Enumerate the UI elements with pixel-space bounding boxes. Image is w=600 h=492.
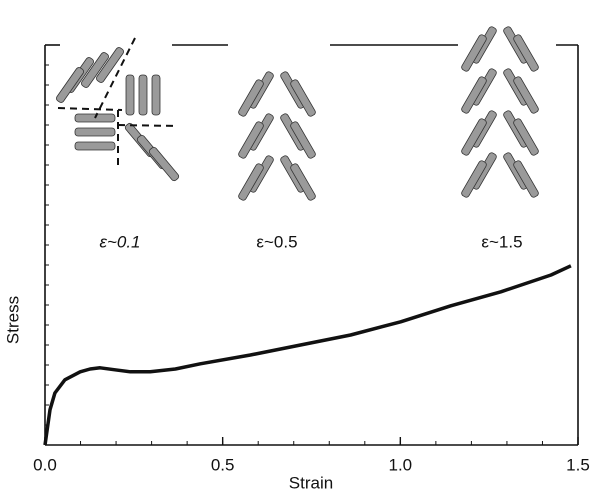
rod (151, 74, 161, 116)
rod (513, 76, 539, 114)
divider (117, 124, 179, 127)
rod (290, 163, 316, 201)
x-tick-label: 1.0 (389, 455, 413, 474)
x-axis-label: Strain (289, 473, 333, 492)
divider (57, 107, 123, 111)
rod (461, 34, 487, 72)
annotation: ε~0.5 (256, 232, 297, 251)
rod (125, 74, 135, 116)
y-minor-ticks (45, 64, 543, 445)
rod (238, 79, 264, 117)
rod (513, 118, 539, 156)
illustrations (56, 26, 539, 201)
rod (461, 118, 487, 156)
domain-dividers (57, 37, 179, 168)
rod (81, 52, 109, 88)
rod (148, 146, 180, 182)
rod (513, 160, 539, 198)
annotation: ε~0.1 (99, 232, 140, 251)
rod (238, 163, 264, 201)
rod (138, 74, 148, 116)
rod (290, 79, 316, 117)
x-tick-label: 1.5 (566, 455, 590, 474)
rod (74, 127, 116, 137)
annotation: ε~1.5 (481, 232, 522, 251)
rod (74, 141, 116, 151)
rod (461, 76, 487, 114)
rod (290, 121, 316, 159)
x-tick-label: 0.0 (33, 455, 57, 474)
x-tick-label: 0.5 (211, 455, 235, 474)
rod (96, 47, 124, 83)
y-axis-label: Stress (3, 296, 22, 344)
rod (238, 121, 264, 159)
rod (461, 160, 487, 198)
stress-strain-curve (43, 264, 572, 446)
rod (513, 34, 539, 72)
divider (94, 37, 136, 119)
rod (56, 67, 84, 103)
